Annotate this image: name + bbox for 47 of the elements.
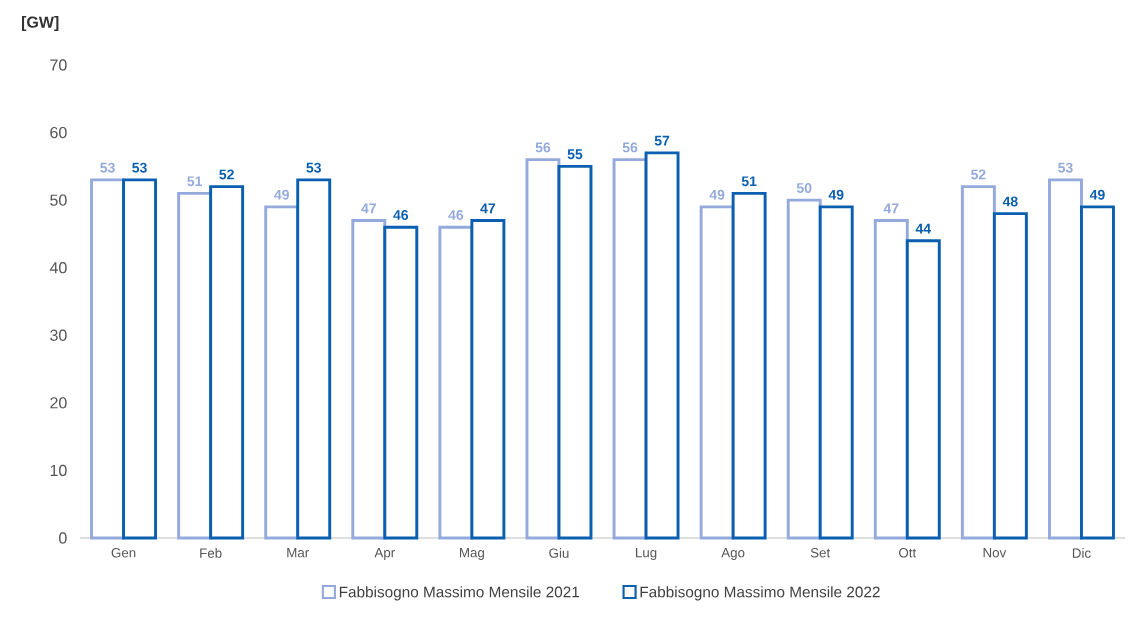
data-label: 50: [796, 183, 812, 193]
data-label: 51: [187, 176, 203, 187]
data-label: 51: [741, 176, 757, 187]
data-label: 53: [1058, 162, 1073, 173]
data-label: 47: [361, 203, 376, 214]
y-tick-label: 40: [49, 262, 67, 274]
data-label: 52: [971, 169, 986, 180]
data-label: 56: [622, 142, 638, 153]
x-tick-label: Set: [810, 548, 831, 558]
y-tick-label: 70: [50, 59, 67, 71]
y-tick-label: 60: [50, 126, 67, 139]
data-label: 48: [1002, 196, 1018, 207]
y-tick-label: 50: [50, 194, 67, 206]
y-tick-label: 10: [50, 464, 67, 477]
y-tick-label: 20: [50, 397, 67, 409]
data-label: 57: [654, 135, 670, 146]
data-label: 53: [100, 162, 115, 173]
data-label: 55: [567, 149, 583, 160]
data-label: 47: [883, 203, 899, 214]
x-tick-label: Mag: [460, 548, 484, 560]
y-tick-label: 0: [59, 532, 67, 544]
data-label: 56: [535, 142, 551, 153]
data-label: 53: [306, 162, 321, 173]
legend-label: Fabbisogno Massimo Mensile 2021: [339, 586, 580, 601]
x-tick-label: Giu: [549, 548, 569, 558]
data-label: 49: [828, 189, 844, 200]
data-label: 44: [915, 223, 931, 234]
data-label: 49: [709, 189, 725, 200]
x-tick-label: Dic: [1072, 548, 1091, 558]
x-tick-label: Mar: [287, 548, 309, 558]
data-label: 52: [219, 169, 234, 180]
data-label: 49: [274, 189, 289, 200]
data-label: 47: [480, 203, 496, 214]
x-tick-label: Nov: [983, 548, 1007, 558]
x-tick-label: Gen: [111, 548, 136, 558]
x-tick-label: Feb: [200, 548, 222, 558]
x-tick-label: Apr: [374, 548, 395, 560]
y-tick-label: 30: [50, 329, 67, 341]
data-label: 53: [132, 162, 147, 173]
data-label: 49: [1089, 189, 1105, 200]
legend-label: Fabbisogno Massimo Mensile 2022: [640, 586, 880, 601]
x-tick-label: Lug: [636, 548, 657, 560]
x-tick-label: Ott: [899, 548, 917, 558]
y-axis-title: [GW]: [22, 16, 59, 31]
data-label: 46: [393, 210, 409, 220]
x-tick-label: Ago: [721, 548, 745, 560]
data-label: 46: [448, 210, 464, 220]
